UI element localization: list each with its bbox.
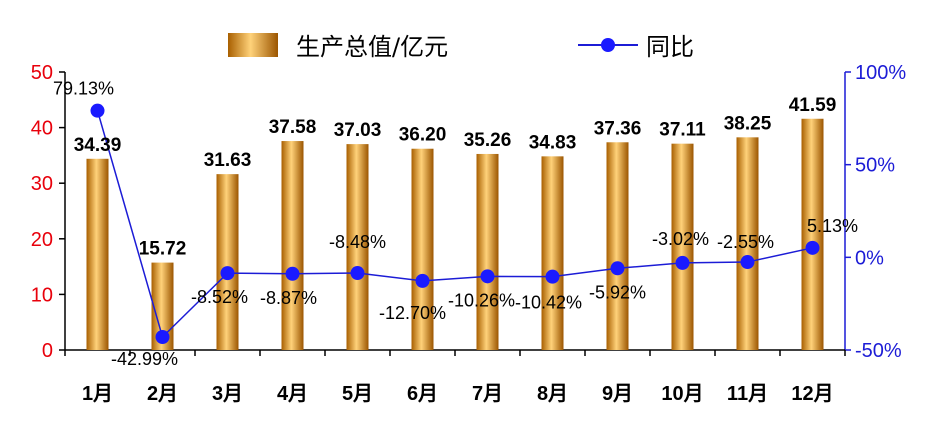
- bar: [606, 142, 629, 350]
- x-axis-category-label: 12月: [791, 383, 833, 405]
- legend: 生产总值/亿元 同比: [228, 33, 694, 61]
- bar-value-label: 36.20: [399, 125, 447, 146]
- line-value-label: 79.13%: [53, 79, 114, 99]
- left-axis-tick-label: 20: [31, 229, 53, 251]
- line-path: [96, 110, 813, 339]
- bar-value-label: 31.63: [204, 150, 252, 171]
- line-point: [610, 261, 625, 276]
- line-point: [805, 240, 820, 255]
- line-value-label: -10.26%: [448, 290, 515, 310]
- line-value-label: -12.70%: [379, 303, 446, 323]
- bar: [151, 262, 174, 350]
- right-axis-tick-label: 50%: [855, 155, 895, 177]
- x-axis-category-label: 11月: [727, 383, 768, 405]
- left-axis-tick-label: 30: [31, 173, 53, 195]
- x-axis-category-label: 1月: [82, 383, 113, 405]
- x-axis-category-label: 4月: [277, 383, 308, 405]
- line-point: [415, 273, 430, 288]
- bar-value-label: 34.83: [529, 132, 577, 153]
- bar-value-label: 41.59: [789, 95, 837, 116]
- left-axis-tick-label: 40: [31, 118, 53, 140]
- x-axis-category-label: 9月: [602, 383, 633, 405]
- line-value-label: -3.02%: [652, 229, 709, 249]
- bars: [86, 118, 824, 350]
- legend-bar-swatch: [228, 33, 278, 57]
- line-point: [480, 269, 495, 284]
- right-axis-tick-label: 100%: [855, 62, 906, 84]
- bar-value-label: 37.11: [659, 120, 706, 141]
- line-value-label: -10.42%: [515, 293, 582, 313]
- bar: [86, 158, 109, 350]
- line-series: [90, 103, 820, 345]
- x-axis-category-label: 8月: [537, 383, 568, 405]
- x-axis-category-label: 3月: [212, 383, 243, 405]
- left-axis-tick-label: 50: [31, 62, 53, 84]
- line-point: [740, 255, 755, 270]
- legend-line-label: 同比: [646, 33, 694, 61]
- bar-value-label: 35.26: [464, 130, 512, 151]
- line-value-label: -42.99%: [111, 349, 178, 369]
- legend-bar-label: 生产总值/亿元: [296, 33, 448, 61]
- bar-value-label: 37.58: [269, 117, 317, 138]
- bar: [671, 143, 694, 350]
- axes: 0 10 20 30 40 50 -50% 0% 50% 100% 1月 2月 3月 4月 5月 6月 7月 8月…: [31, 62, 907, 405]
- line-value-label: -2.55%: [717, 232, 774, 252]
- line-value-label: -8.52%: [191, 287, 248, 307]
- line-point: [545, 269, 560, 284]
- bar: [281, 141, 304, 350]
- bar: [736, 137, 759, 350]
- right-axis-tick-label: -50%: [855, 340, 902, 362]
- bar: [801, 118, 824, 350]
- line-point: [220, 266, 235, 281]
- x-axis-category-label: 6月: [407, 383, 438, 405]
- x-axis-category-label: 7月: [472, 383, 503, 405]
- line-point: [285, 266, 300, 281]
- left-axis-tick-label: 10: [31, 284, 53, 306]
- line-value-label: -5.92%: [589, 282, 646, 302]
- x-axis-category-label: 5月: [342, 383, 373, 405]
- bar-value-label: 38.25: [724, 113, 772, 134]
- bar-value-label: 15.72: [139, 239, 187, 260]
- left-axis-tick-label: 0: [42, 340, 53, 362]
- right-axis-tick-label: 0%: [855, 247, 884, 269]
- line-point: [90, 103, 105, 118]
- line-point: [155, 330, 170, 345]
- line-point: [675, 255, 690, 270]
- line-point: [350, 266, 365, 281]
- x-axis-category-label: 10月: [661, 383, 703, 405]
- line-value-label: -8.48%: [329, 232, 386, 252]
- bar: [541, 156, 564, 350]
- bar: [476, 153, 499, 350]
- bar-value-label: 34.39: [74, 135, 122, 156]
- bar: [216, 174, 239, 350]
- x-axis-category-label: 2月: [147, 383, 178, 405]
- line-value-label: 5.13%: [807, 216, 858, 236]
- bar: [346, 144, 369, 350]
- legend-line-marker: [601, 38, 615, 52]
- data-labels: 34.39 15.72 31.63 37.58 37.03 36.20 35.26 34.83…: [53, 79, 858, 369]
- bar-value-label: 37.36: [594, 118, 642, 139]
- bar: [411, 148, 434, 350]
- bar-value-label: 37.03: [334, 120, 382, 141]
- line-value-label: -8.87%: [260, 288, 317, 308]
